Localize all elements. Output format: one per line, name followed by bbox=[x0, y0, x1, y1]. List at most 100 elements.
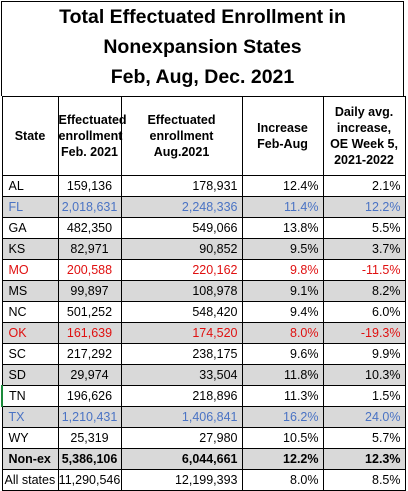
daily-cell: 12.3% bbox=[322, 448, 406, 470]
aug-cell: 548,420 bbox=[120, 301, 243, 323]
aug-cell: 27,980 bbox=[120, 427, 243, 449]
increase-cell: 11.8% bbox=[241, 364, 324, 386]
aug-cell: 549,066 bbox=[120, 217, 243, 239]
state-cell: OK bbox=[1, 322, 59, 344]
title-line-3: Feb, Aug, Dec. 2021 bbox=[110, 66, 295, 88]
header-daily: Daily avg. increase, OE Week 5, 2021-2022 bbox=[322, 96, 406, 176]
state-cell: SC bbox=[1, 343, 59, 365]
aug-cell: 220,162 bbox=[120, 259, 243, 281]
state-cell: Non-ex bbox=[1, 448, 59, 470]
table-row: OK 161,639 174,520 8.0% -19.3% bbox=[1, 322, 406, 344]
feb-cell: 11,290,546 bbox=[57, 469, 122, 491]
aug-cell: 33,504 bbox=[120, 364, 243, 386]
table-row-total-nonexpansion: Non-ex 5,386,106 6,044,661 12.2% 12.3% bbox=[1, 448, 406, 470]
state-cell: TN bbox=[1, 385, 59, 407]
increase-cell: 9.6% bbox=[241, 343, 324, 365]
increase-cell: 8.0% bbox=[241, 469, 324, 491]
increase-cell: 11.4% bbox=[241, 196, 324, 218]
header-aug: Effectuated enrollment Aug.2021 bbox=[120, 96, 243, 176]
increase-cell: 16.2% bbox=[241, 406, 324, 428]
increase-cell: 8.0% bbox=[241, 322, 324, 344]
feb-cell: 99,897 bbox=[57, 280, 122, 302]
table-row: MO 200,588 220,162 9.8% -11.5% bbox=[1, 259, 406, 281]
feb-cell: 217,292 bbox=[57, 343, 122, 365]
feb-cell: 161,639 bbox=[57, 322, 122, 344]
enrollment-table: State Effectuated enrollment Feb. 2021 Eff… bbox=[1, 96, 406, 491]
state-cell: KS bbox=[1, 238, 59, 260]
aug-cell: 218,896 bbox=[120, 385, 243, 407]
increase-cell: 12.2% bbox=[241, 448, 324, 470]
increase-cell: 12.4% bbox=[241, 175, 324, 197]
feb-cell: 82,971 bbox=[57, 238, 122, 260]
table-row-total-all-states: All states 11,290,546 12,199,393 8.0% 8.… bbox=[1, 469, 406, 491]
aug-cell: 174,520 bbox=[120, 322, 243, 344]
state-cell: GA bbox=[1, 217, 59, 239]
header-increase: Increase Feb-Aug bbox=[241, 96, 324, 176]
daily-cell: 5.7% bbox=[322, 427, 406, 449]
state-cell: FL bbox=[1, 196, 59, 218]
increase-cell: 9.1% bbox=[241, 280, 324, 302]
state-cell: NC bbox=[1, 301, 59, 323]
feb-cell: 482,350 bbox=[57, 217, 122, 239]
increase-cell: 11.3% bbox=[241, 385, 324, 407]
aug-cell: 1,406,841 bbox=[120, 406, 243, 428]
header-feb: Effectuated enrollment Feb. 2021 bbox=[57, 96, 127, 176]
table-title: Total Effectuated Enrollment in Nonexpan… bbox=[1, 1, 404, 96]
table-row: NC 501,252 548,420 9.4% 6.0% bbox=[1, 301, 406, 323]
table-row: WY 25,319 27,980 10.5% 5.7% bbox=[1, 427, 406, 449]
aug-cell: 90,852 bbox=[120, 238, 243, 260]
table-row: GA 482,350 549,066 13.8% 5.5% bbox=[1, 217, 406, 239]
feb-cell: 196,626 bbox=[57, 385, 122, 407]
table-row: SC 217,292 238,175 9.6% 9.9% bbox=[1, 343, 406, 365]
state-cell: MS bbox=[1, 280, 59, 302]
increase-cell: 13.8% bbox=[241, 217, 324, 239]
feb-cell: 25,319 bbox=[57, 427, 122, 449]
table-row: FL 2,018,631 2,248,336 11.4% 12.2% bbox=[1, 196, 406, 218]
table-row: TN 196,626 218,896 11.3% 1.5% bbox=[1, 385, 406, 407]
daily-cell: 2.1% bbox=[322, 175, 406, 197]
daily-cell: -11.5% bbox=[322, 259, 406, 281]
title-line-2: Nonexpansion States bbox=[103, 36, 302, 58]
table-row: KS 82,971 90,852 9.5% 3.7% bbox=[1, 238, 406, 260]
table-row: TX 1,210,431 1,406,841 16.2% 24.0% bbox=[1, 406, 406, 428]
feb-cell: 200,588 bbox=[57, 259, 122, 281]
daily-cell: 1.5% bbox=[322, 385, 406, 407]
feb-cell: 29,974 bbox=[57, 364, 122, 386]
daily-cell: 8.5% bbox=[322, 469, 406, 491]
increase-cell: 9.8% bbox=[241, 259, 324, 281]
daily-cell: 12.2% bbox=[322, 196, 406, 218]
aug-cell: 108,978 bbox=[120, 280, 243, 302]
daily-cell: 6.0% bbox=[322, 301, 406, 323]
daily-cell: 5.5% bbox=[322, 217, 406, 239]
header-row: State Effectuated enrollment Feb. 2021 Eff… bbox=[1, 96, 406, 176]
daily-cell: 9.9% bbox=[322, 343, 406, 365]
table-row: MS 99,897 108,978 9.1% 8.2% bbox=[1, 280, 406, 302]
aug-cell: 238,175 bbox=[120, 343, 243, 365]
increase-cell: 9.5% bbox=[241, 238, 324, 260]
state-cell: AL bbox=[1, 175, 59, 197]
feb-cell: 501,252 bbox=[57, 301, 122, 323]
increase-cell: 9.4% bbox=[241, 301, 324, 323]
increase-cell: 10.5% bbox=[241, 427, 324, 449]
header-state: State bbox=[1, 96, 59, 176]
daily-cell: 24.0% bbox=[322, 406, 406, 428]
state-cell: WY bbox=[1, 427, 59, 449]
state-cell: SD bbox=[1, 364, 59, 386]
aug-cell: 2,248,336 bbox=[120, 196, 243, 218]
state-cell: MO bbox=[1, 259, 59, 281]
state-cell: TX bbox=[1, 406, 59, 428]
feb-cell: 1,210,431 bbox=[57, 406, 122, 428]
aug-cell: 6,044,661 bbox=[120, 448, 243, 470]
title-line-1: Total Effectuated Enrollment in bbox=[59, 6, 346, 28]
feb-cell: 2,018,631 bbox=[57, 196, 122, 218]
table-row: SD 29,974 33,504 11.8% 10.3% bbox=[1, 364, 406, 386]
daily-cell: 10.3% bbox=[322, 364, 406, 386]
aug-cell: 178,931 bbox=[120, 175, 243, 197]
table-row: AL 159,136 178,931 12.4% 2.1% bbox=[1, 175, 406, 197]
feb-cell: 5,386,106 bbox=[57, 448, 122, 470]
feb-cell: 159,136 bbox=[57, 175, 122, 197]
daily-cell: 8.2% bbox=[322, 280, 406, 302]
daily-cell: -19.3% bbox=[322, 322, 406, 344]
daily-cell: 3.7% bbox=[322, 238, 406, 260]
